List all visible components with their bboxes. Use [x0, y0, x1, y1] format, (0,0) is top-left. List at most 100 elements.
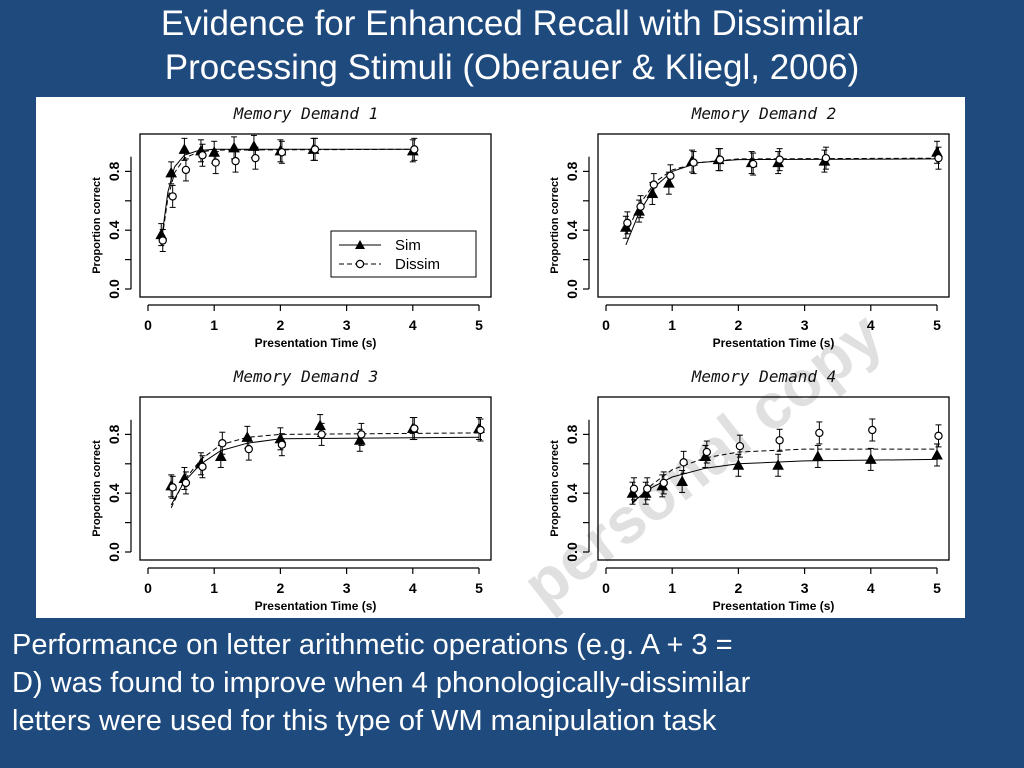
legend-box [330, 230, 477, 278]
sim-fit-line [625, 158, 938, 246]
dissim-fit-line [632, 448, 937, 504]
dissim-point-marker [775, 436, 784, 445]
x-tick-label: 4 [867, 317, 875, 333]
sim-point-marker [676, 475, 688, 486]
x-tick-label: 3 [343, 580, 351, 596]
x-tick-label: 1 [210, 580, 218, 596]
dissim-point-marker [198, 462, 207, 471]
y-tick-label: 0.0 [564, 279, 580, 299]
x-tick-label: 5 [933, 580, 941, 596]
y-tick-label: 0.4 [564, 483, 580, 503]
x-axis-label: Presentation Time (s) [255, 599, 377, 613]
dissim-point-marker [815, 428, 824, 438]
series-sim [165, 414, 485, 506]
plot-frame [139, 133, 492, 298]
series-dissim [158, 137, 419, 252]
series-sim [155, 134, 419, 247]
dissim-fit-line [160, 148, 413, 245]
figure-svg: personal copy Memory Demand 10 1 2 3 4 5Prese… [91, 104, 950, 618]
dissim-point-marker [775, 155, 784, 164]
slide-title-line-2: Processing Stimuli (Oberauer & Kliegl, 2… [164, 48, 860, 87]
x-tick-label: 1 [210, 317, 218, 333]
sim-point-marker [732, 459, 745, 470]
slide-title: Evidence for Enhanced Recall with Dissim… [40, 2, 984, 90]
dissim-point-marker [168, 483, 177, 492]
caption-line-1: Performance on letter arithmetic operati… [12, 629, 733, 661]
dissim-point-marker [251, 153, 260, 163]
x-tick-label: 5 [475, 317, 483, 333]
dissim-point-marker [934, 153, 943, 163]
y-tick-label: 0.0 [106, 542, 122, 562]
chart-panel-2: Memory Demand 2 0 1 2 3 4 5 Presentation Time (… [549, 104, 950, 350]
dissim-point-marker [158, 236, 167, 245]
plot-frame [597, 396, 950, 561]
y-tick-label: 0.0 [106, 279, 122, 299]
x-tick-label: 1 [668, 317, 676, 333]
y-tick-label: 0.4 [564, 220, 580, 240]
sim-point-marker [353, 434, 366, 445]
chart-title: Memory Demand 2 [691, 104, 837, 123]
chart-panel-3: Memory Demand 3 0 1 2 3 4 5 Presentation Time (… [91, 367, 492, 613]
sim-fit-line [170, 436, 480, 506]
dissim-point-marker [198, 151, 207, 160]
sim-point-marker [178, 143, 191, 154]
sim-point-marker [165, 166, 178, 178]
y-tick-label: 0.8 [106, 161, 122, 181]
dissim-point-marker [231, 156, 240, 166]
x-tick-label: 5 [933, 317, 941, 333]
y-axis-label: Proportion correct [549, 177, 561, 274]
dissim-point-marker [277, 440, 287, 449]
sim-point-marker [772, 459, 784, 470]
dissim-point-marker [636, 202, 645, 211]
legend-sim-marker [355, 240, 365, 249]
series-dissim [168, 417, 485, 509]
slide-title-line-1: Evidence for Enhanced Recall with Dissim… [160, 4, 864, 43]
dissim-point-marker [410, 145, 419, 154]
series-dissim [629, 418, 943, 504]
sim-point-marker [248, 140, 260, 151]
x-axis-label: Presentation Time (s) [255, 336, 377, 350]
dissim-point-marker [735, 441, 745, 451]
sim-point-marker [314, 419, 326, 431]
dissim-point-marker [357, 430, 366, 439]
legend-label-dissim: Dissim [395, 256, 440, 273]
dissim-fit-line [625, 157, 938, 235]
dissim-point-marker [702, 447, 712, 457]
sim-point-marker [214, 450, 227, 461]
dissim-point-marker [659, 478, 668, 488]
x-tick-label: 4 [409, 317, 417, 333]
x-tick-label: 3 [801, 317, 809, 333]
y-axis-label: Proportion correct [549, 440, 561, 537]
dissim-point-marker [277, 148, 287, 157]
chart-title: Memory Demand 3 [233, 367, 379, 386]
plot-frame [139, 396, 492, 561]
dissim-point-marker [679, 458, 688, 467]
plot-frame [597, 133, 950, 298]
chart-title: Memory Demand 4 [691, 367, 837, 386]
x-tick-label: 2 [735, 580, 743, 596]
chart-panel-1: Memory Demand 1 0 1 2 3 4 5 Presentation Time (… [91, 104, 492, 350]
dissim-point-marker [410, 424, 419, 433]
y-tick-label: 0.4 [106, 220, 122, 240]
chart-title: Memory Demand 1 [233, 104, 379, 123]
dissim-point-marker [181, 478, 191, 488]
sim-point-marker [864, 453, 877, 464]
figure-panel: personal copy Memory Demand 1 0 1 2 3 4 5 Prese… [36, 97, 965, 618]
dissim-point-marker [623, 218, 632, 228]
y-tick-label: 0.8 [564, 161, 580, 181]
legend-dissim-marker [355, 259, 365, 269]
chart-legend: Sim Dissim [330, 230, 477, 278]
sim-fit-line [632, 458, 938, 503]
x-tick-label: 4 [409, 580, 417, 596]
chart-panel-4: Memory Demand 4 0 1 2 3 4 5 Presentation Time (… [549, 367, 950, 613]
dissim-point-marker [934, 431, 943, 441]
dissim-point-marker [181, 165, 191, 175]
dissim-fit-line [170, 432, 480, 509]
y-tick-label: 0.8 [564, 424, 580, 444]
y-tick-label: 0.8 [106, 424, 122, 444]
x-tick-label: 2 [277, 317, 285, 333]
x-tick-label: 0 [144, 580, 152, 596]
y-tick-label: 0.0 [564, 542, 580, 562]
x-axis-label: Presentation Time (s) [713, 599, 835, 613]
x-tick-label: 3 [343, 317, 351, 333]
